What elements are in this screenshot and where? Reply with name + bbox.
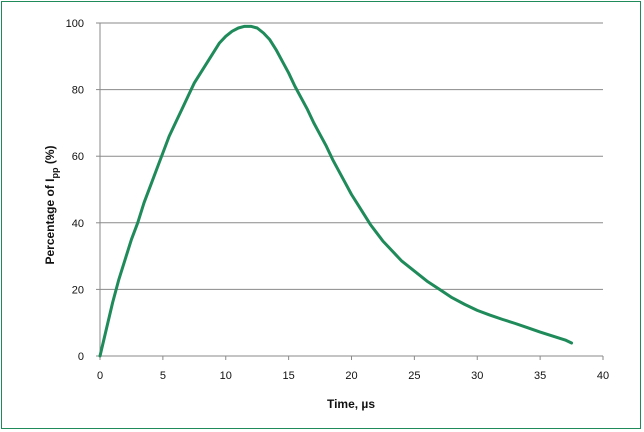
y-axis-tick-labels: 0 20 40 60 80 100 <box>66 18 100 363</box>
y-tick-label-100: 100 <box>66 18 84 30</box>
x-tick-label-25: 25 <box>408 370 420 382</box>
grid-lines <box>100 22 603 357</box>
y-tick-label-60: 60 <box>72 151 84 163</box>
x-tick-label-40: 40 <box>597 370 609 382</box>
series-curve <box>98 24 574 358</box>
y-tick-label-80: 80 <box>72 85 84 97</box>
y-axis-label-suffix: (%) <box>43 145 57 167</box>
y-tick-label-0: 0 <box>78 351 84 363</box>
x-axis-label: Time, µs <box>327 397 375 411</box>
x-tick-label-30: 30 <box>471 370 483 382</box>
y-axis-label-subscript: pp <box>50 167 60 178</box>
x-axis-tick-labels: 0 5 10 15 20 25 30 35 40 <box>97 356 609 382</box>
y-axis-label: Percentage of Ipp (%) <box>43 145 60 264</box>
x-tick-label-20: 20 <box>345 370 357 382</box>
y-tick-label-40: 40 <box>72 218 84 230</box>
x-tick-label-10: 10 <box>220 370 232 382</box>
x-tick-label-35: 35 <box>534 370 546 382</box>
y-axis-label-prefix: Percentage of I <box>43 178 57 264</box>
x-tick-label-15: 15 <box>283 370 295 382</box>
x-tick-label-5: 5 <box>160 370 166 382</box>
y-tick-label-20: 20 <box>72 284 84 296</box>
axes <box>99 23 603 357</box>
x-tick-label-0: 0 <box>97 370 103 382</box>
